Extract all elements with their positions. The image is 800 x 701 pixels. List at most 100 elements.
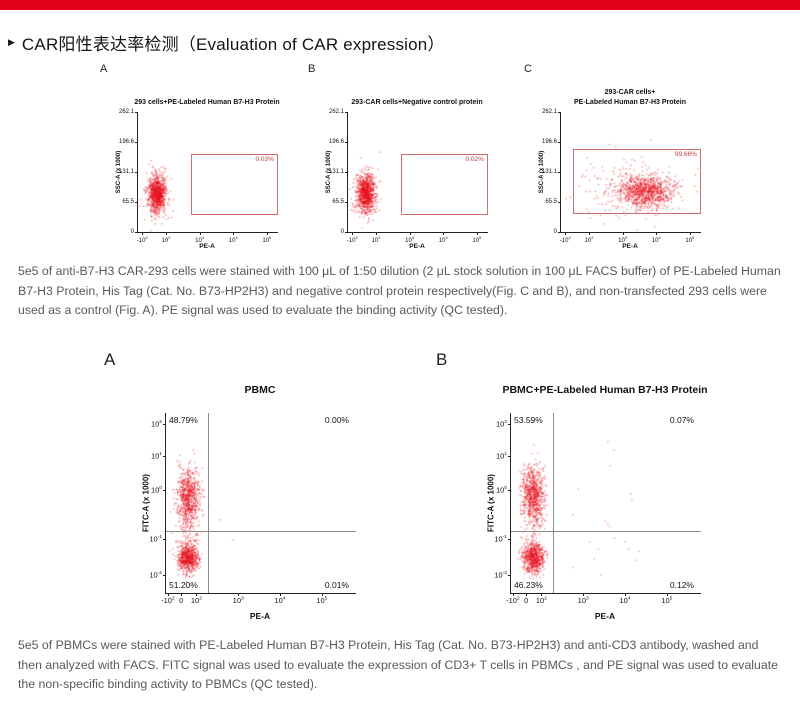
plot-title-text: 293 cells+PE-Labeled Human B7-H3 Protein (134, 98, 280, 106)
crosshair-horizontal (166, 530, 356, 532)
x-tick-label: -102 (136, 235, 148, 244)
y-tick-label: 100 (150, 485, 162, 495)
page-title: CAR阳性表达率检测（Evaluation of CAR expression） (21, 35, 445, 54)
x-tick-mark (166, 232, 167, 235)
x-tick-label: 104 (651, 235, 661, 244)
crosshair-horizontal (511, 530, 701, 532)
x-tick-label: 105 (472, 235, 482, 244)
x-tick-mark (656, 232, 658, 235)
flow-plot-293-control: 293 cells+PE-Labeled Human B7-H3 Protein… (95, 80, 305, 260)
x-tick-label: 102 (584, 235, 594, 244)
flow-plot-pbmc: PBMC FITC-A (x 1000) 102 101 100 10-1 10-2 -1… (100, 350, 420, 640)
y-tick-label: 100 (495, 485, 507, 495)
x-tick-label: 102 (161, 235, 171, 244)
y-tick-mark (345, 202, 348, 203)
y-tick-mark (558, 202, 561, 203)
x-tick-mark (196, 593, 198, 596)
y-tick-mark (508, 456, 511, 458)
y-tick-mark (558, 232, 561, 233)
y-tick-mark (558, 172, 561, 173)
quadrant-lr-percent: 0.01% (324, 580, 349, 590)
y-tick-label: 102 (495, 419, 507, 429)
scatter-dots (166, 413, 356, 593)
flow-plot-car-pe-b7h3: 293-CAR cells+ PE-Labeled Human B7-H3 Pr… (518, 80, 728, 260)
y-tick-label: 10-2 (149, 570, 162, 580)
quadrant-ll-percent: 51.20% (169, 580, 198, 590)
x-tick-label: 103 (405, 235, 415, 244)
y-tick-mark (135, 172, 138, 173)
y-tick-label: 196.6 (541, 139, 557, 145)
figure2-caption: 5e5 of PBMCs were stained with PE-Labele… (18, 638, 778, 691)
y-axis-label: FITC-A (x 1000) (141, 474, 151, 532)
y-tick-mark (135, 202, 138, 203)
plot-area: 102 101 100 10-1 10-2 -102 0 102 103 104 105 53.59%… (494, 413, 701, 605)
x-tick-label: -102 (346, 235, 358, 244)
x-tick-label: 103 (618, 235, 628, 244)
figure1-panel-label-a: A (100, 63, 108, 75)
gate-region: 0.03% (191, 154, 278, 215)
x-tick-mark (443, 232, 445, 235)
quadrant-ul-percent: 53.59% (514, 415, 543, 425)
x-tick-mark (622, 232, 624, 235)
x-tick-label: 105 (316, 596, 328, 605)
x-tick-mark (266, 232, 268, 235)
top-accent-bar (0, 0, 800, 10)
y-tick-label: 262.1 (328, 109, 344, 115)
y-tick-label: 101 (150, 451, 162, 461)
x-tick-mark (512, 593, 514, 596)
x-tick-mark (376, 232, 377, 235)
scatter-dots (138, 112, 278, 232)
y-tick-mark (163, 575, 166, 576)
x-tick-mark (181, 593, 183, 596)
x-tick-label: 103 (195, 235, 205, 244)
gate-percent: 0.03% (255, 156, 274, 163)
x-tick-label: 105 (262, 235, 272, 244)
plot-title-text: PBMC+PE-Labeled Human B7-H3 Protein (502, 384, 708, 396)
x-tick-mark (625, 593, 626, 596)
x-tick-label: 103 (577, 596, 589, 605)
plot-title-text: PBMC (244, 384, 276, 396)
x-tick-label: 104 (228, 235, 238, 244)
plot-area: 262.1 196.6 131.1 65.5 0 -102 102 103 104 105 99.6… (542, 109, 701, 244)
y-tick-label: 0 (553, 229, 557, 235)
y-tick-label: 101 (495, 451, 507, 461)
x-tick-mark (589, 232, 590, 235)
x-tick-mark (476, 232, 478, 235)
y-tick-mark (508, 575, 511, 576)
x-tick-mark (689, 232, 691, 235)
x-tick-mark (409, 232, 411, 235)
x-tick-label: -102 (506, 596, 520, 605)
y-tick-label: 102 (150, 419, 162, 429)
y-tick-label: 0 (130, 229, 134, 235)
y-tick-mark (558, 112, 561, 113)
x-tick-label: 104 (619, 596, 631, 605)
y-tick-label: 10-1 (494, 534, 507, 544)
x-tick-mark (541, 593, 543, 596)
figure1-caption: 5e5 of anti-B7-H3 CAR-293 cells were sta… (18, 264, 781, 317)
plot-title: 293 cells+PE-Labeled Human B7-H3 Protein (57, 80, 357, 107)
y-tick-label: 65.5 (332, 199, 344, 205)
quadrant-ul-percent: 48.79% (169, 415, 198, 425)
section-header: ▶ CAR阳性表达率检测（Evaluation of CAR expressio… (8, 30, 445, 55)
x-tick-label: 103 (232, 596, 244, 605)
x-tick-mark (233, 232, 235, 235)
x-tick-label: 102 (371, 235, 381, 244)
y-tick-mark (163, 456, 166, 458)
plot-area: 102 101 100 10-1 10-2 -102 0 102 103 104 105 48.79%… (149, 413, 356, 605)
figure1-panel-label-c: C (524, 63, 532, 75)
x-tick-label: 105 (661, 596, 673, 605)
flow-plot-car-negative-control: 293-CAR cells+Negative control protein S… (305, 80, 515, 260)
y-tick-mark (163, 539, 166, 540)
figure2-panel-label-a: A (104, 350, 116, 369)
plot-title: 293-CAR cells+Negative control protein (267, 80, 567, 107)
x-tick-mark (142, 232, 144, 235)
x-tick-mark (583, 593, 585, 596)
quadrant-ll-percent: 46.23% (514, 580, 543, 590)
scatter-dots (511, 413, 701, 593)
plot-area: 262.1 196.6 131.1 65.5 0 -102 102 103 104 105 0.02… (329, 109, 488, 244)
crosshair-vertical (207, 413, 209, 593)
y-tick-mark (163, 490, 166, 492)
y-tick-mark (135, 142, 138, 143)
y-tick-mark (508, 423, 511, 425)
